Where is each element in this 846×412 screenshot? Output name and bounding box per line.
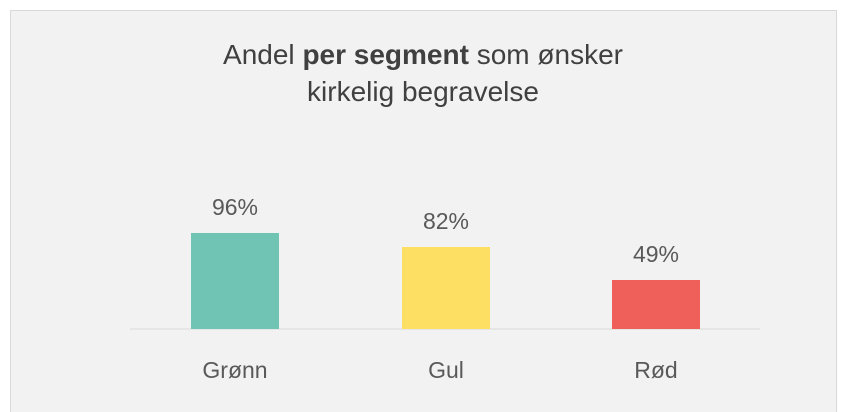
- value-label: 49%: [633, 241, 679, 267]
- title-part: per segment: [302, 39, 469, 70]
- title-part: som ønsker kirkelig begravelse: [307, 39, 623, 107]
- x-tick-label: Gul: [428, 357, 464, 383]
- chart-title: Andel per segment som ønsker kirkelig be…: [10, 36, 836, 110]
- title-part: Andel: [223, 39, 295, 70]
- bar: [191, 233, 279, 329]
- value-label: 82%: [423, 208, 469, 234]
- bar: [612, 280, 700, 329]
- x-tick-label: Rød: [634, 357, 677, 383]
- x-tick-label: Grønn: [202, 357, 267, 383]
- title-wrap: Andel per segment som ønsker kirkelig be…: [183, 36, 663, 110]
- chart-panel: [10, 10, 837, 412]
- bar: [402, 247, 490, 329]
- value-label: 96%: [212, 194, 258, 220]
